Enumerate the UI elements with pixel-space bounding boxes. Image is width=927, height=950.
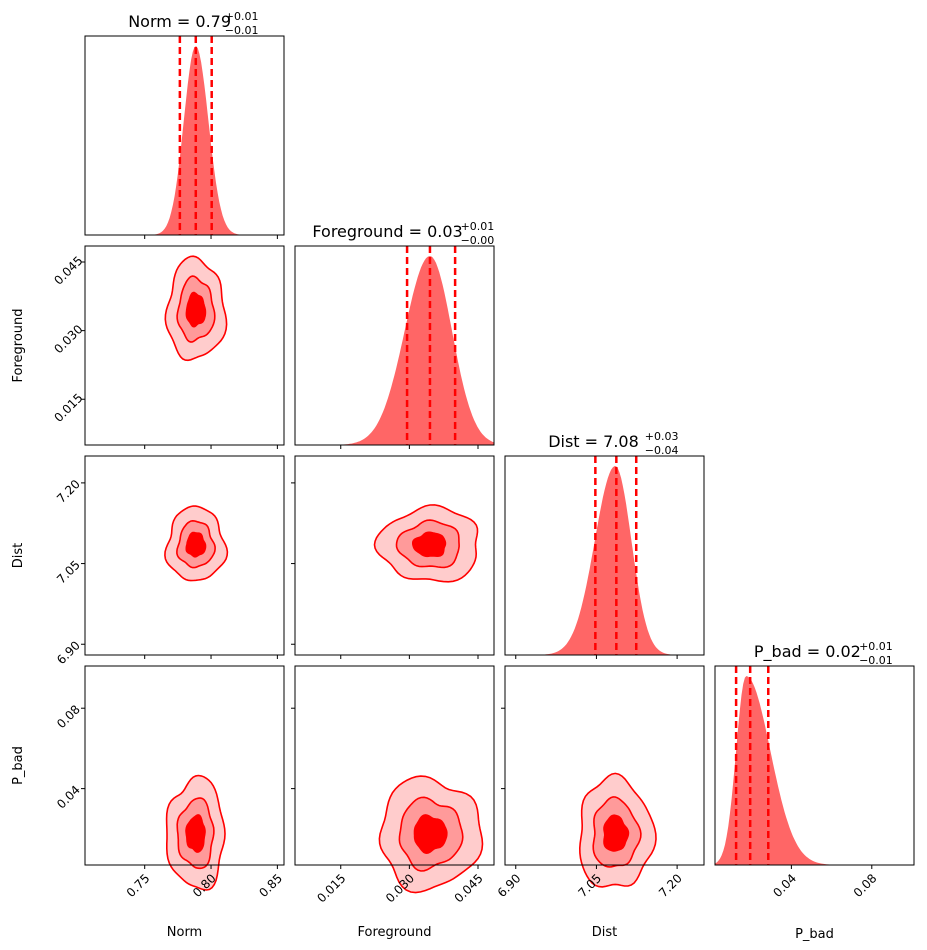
title-value: P_bad = 0.02 bbox=[754, 642, 861, 662]
x-tick-label: 7.20 bbox=[656, 871, 685, 900]
panel-title: Dist = 7.08 +0.03−0.04 bbox=[548, 430, 678, 457]
title-plus-error: +0.01 bbox=[859, 640, 893, 653]
axes-frame bbox=[294, 665, 495, 866]
title-plus-error: +0.01 bbox=[461, 220, 495, 233]
x-tick-label: 0.08 bbox=[851, 871, 880, 900]
contour-panel-foreground-vs-p-bad bbox=[291, 665, 495, 894]
y-tick-label: 0.030 bbox=[51, 322, 85, 356]
title-value: Dist = 7.08 bbox=[548, 432, 639, 451]
title-minus-error: −0.04 bbox=[645, 444, 679, 457]
panel-title: P_bad = 0.02+0.01−0.01 bbox=[754, 640, 893, 667]
contour-level-3 bbox=[603, 814, 630, 852]
histogram-fill bbox=[715, 676, 914, 865]
title-plus-error: +0.03 bbox=[645, 430, 679, 443]
title-minus-error: −0.00 bbox=[461, 234, 495, 247]
y-tick-label: 0.04 bbox=[54, 783, 83, 812]
hist-panel-dist: Dist = 7.08 +0.03−0.04 bbox=[504, 430, 705, 659]
title-value: Foreground = 0.03 bbox=[312, 222, 462, 241]
axes-frame bbox=[84, 665, 285, 866]
title-value: Norm = 0.79 bbox=[128, 12, 231, 31]
x-tick-label: 0.015 bbox=[314, 871, 348, 905]
y-tick-label: 0.015 bbox=[51, 391, 85, 425]
histogram-fill bbox=[505, 466, 704, 655]
x-axis-label-norm: Norm bbox=[167, 925, 202, 940]
contour-level-3 bbox=[185, 291, 207, 328]
y-tick-label: 0.045 bbox=[51, 253, 85, 287]
y-tick-label: 0.08 bbox=[54, 702, 83, 731]
contour-level-3 bbox=[185, 531, 207, 558]
axes-frame bbox=[84, 245, 285, 446]
panel-title: Foreground = 0.03+0.01−0.00 bbox=[312, 220, 494, 247]
y-tick-label: 6.90 bbox=[54, 638, 83, 667]
x-axis-label-dist: Dist bbox=[592, 925, 618, 940]
axes-frame bbox=[84, 455, 285, 656]
title-minus-error: −0.01 bbox=[859, 654, 893, 667]
hist-panel-p-bad: P_bad = 0.02+0.01−0.01 bbox=[714, 640, 915, 869]
hist-panel-norm: Norm = 0.79+0.01−0.01 bbox=[84, 10, 285, 239]
axes-frame bbox=[294, 455, 495, 656]
y-axis-label-p-bad: P_bad bbox=[11, 746, 26, 785]
title-minus-error: −0.01 bbox=[225, 24, 259, 37]
hist-panel-foreground: Foreground = 0.03+0.01−0.00 bbox=[294, 220, 495, 449]
contour-panel-norm-vs-foreground bbox=[81, 245, 285, 449]
axes-frame bbox=[84, 35, 285, 236]
contour-level-3 bbox=[185, 814, 206, 853]
axes-frame bbox=[504, 665, 705, 866]
axes-frame bbox=[714, 665, 915, 866]
contour-panel-foreground-vs-dist bbox=[291, 455, 495, 659]
x-tick-label: 0.85 bbox=[256, 871, 285, 900]
title-plus-error: +0.01 bbox=[225, 10, 259, 23]
axes-frame bbox=[294, 245, 495, 446]
x-axis-label-p-bad: P_bad bbox=[795, 927, 834, 942]
panel-title: Norm = 0.79+0.01−0.01 bbox=[128, 10, 258, 37]
contour-level-3 bbox=[412, 531, 447, 558]
y-tick-label: 7.20 bbox=[54, 477, 83, 506]
histogram-fill bbox=[295, 256, 494, 445]
contour-panel-norm-vs-p-bad bbox=[81, 665, 285, 891]
x-tick-label: 6.90 bbox=[495, 871, 524, 900]
y-axis-label-dist: Dist bbox=[11, 543, 26, 569]
contour-level-3 bbox=[413, 814, 448, 855]
x-tick-label: 0.75 bbox=[124, 871, 153, 900]
y-axis-label-foreground: Foreground bbox=[11, 308, 26, 382]
y-tick-label: 7.05 bbox=[54, 558, 83, 587]
axes-frame bbox=[504, 455, 705, 656]
histogram-fill bbox=[85, 46, 284, 235]
contour-panel-norm-vs-dist bbox=[81, 455, 285, 659]
x-axis-label-foreground: Foreground bbox=[357, 925, 431, 940]
x-tick-label: 0.04 bbox=[770, 871, 799, 900]
contour-panel-dist-vs-p-bad bbox=[501, 665, 705, 888]
